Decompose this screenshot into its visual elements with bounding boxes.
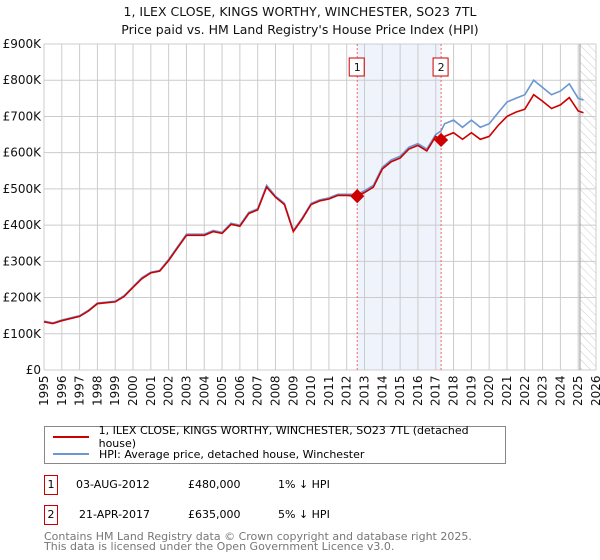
legend-item-property: 1, ILEX CLOSE, KINGS WORTHY, WINCHESTER,… — [53, 424, 505, 450]
x-tick-label: 2014 — [375, 375, 389, 406]
x-tick-label: 2010 — [304, 375, 318, 406]
transaction-date: 21-APR-2017 — [79, 508, 151, 521]
x-tick-label: 2003 — [179, 375, 193, 406]
x-tick-label: 2020 — [482, 375, 496, 406]
footer-line: This data is licensed under the Open Gov… — [44, 540, 395, 553]
x-tick-label: 2008 — [268, 375, 282, 406]
y-tick-label: £600K — [3, 146, 43, 160]
y-tick-label: £100K — [3, 327, 43, 341]
x-tick-label: 1996 — [55, 375, 69, 406]
transaction-price: £635,000 — [188, 508, 241, 521]
legend-label-hpi: HPI: Average price, detached house, Winc… — [99, 447, 365, 461]
legend-swatch-hpi — [53, 453, 89, 455]
legend-swatch-property — [53, 436, 89, 438]
transaction-date: 03-AUG-2012 — [76, 478, 150, 491]
sale-label: 2 — [438, 61, 445, 74]
property-line — [43, 93, 584, 325]
x-tick-label: 2000 — [126, 375, 140, 406]
x-tick-label: 2019 — [464, 375, 478, 406]
chart-title: 1, ILEX CLOSE, KINGS WORTHY, WINCHESTER,… — [123, 4, 477, 19]
x-tick-label: 1998 — [90, 375, 104, 406]
transaction-hpi: 5% ↓ HPI — [278, 508, 330, 521]
x-tick-label: 2009 — [286, 375, 300, 406]
transaction-badge: 1 — [44, 475, 58, 495]
x-tick-label: 2023 — [536, 375, 550, 406]
x-tick-label: 2011 — [322, 375, 336, 406]
x-tick-label: 2015 — [393, 375, 407, 406]
y-tick-label: £900K — [3, 37, 43, 51]
sale-label: 1 — [354, 61, 361, 74]
forecast-hatch — [579, 44, 596, 370]
y-tick-label: £700K — [3, 109, 43, 123]
legend-label-property: 1, ILEX CLOSE, KINGS WORTHY, WINCHESTER,… — [98, 424, 469, 450]
x-tick-label: 2001 — [144, 375, 158, 406]
chart-subtitle: Price paid vs. HM Land Registry's House … — [121, 22, 479, 37]
x-tick-label: 2012 — [340, 375, 354, 406]
x-tick-label: 2002 — [162, 375, 176, 406]
x-tick-label: 2022 — [518, 375, 532, 406]
footer: Contains HM Land Registry data © Crown c… — [44, 530, 472, 553]
transaction-price: £480,000 — [188, 478, 241, 491]
price-chart: 1995 1996 1997 1998 1999 2000 2001 2002 2003 2004… — [3, 37, 600, 406]
x-tick-label: 2025 — [571, 375, 585, 406]
x-tick-label: 1995 — [37, 375, 51, 406]
legend: 1, ILEX CLOSE, KINGS WORTHY, WINCHESTER,… — [44, 424, 506, 464]
x-tick-label: 2005 — [215, 375, 229, 406]
y-tick-label: £500K — [3, 182, 43, 196]
y-tick-label: £200K — [3, 291, 43, 305]
sale-point — [434, 132, 449, 148]
x-tick-label: 2004 — [197, 375, 211, 406]
y-tick-label: £0 — [26, 363, 41, 377]
x-tick-label: 2013 — [358, 375, 372, 406]
x-tick-label: 2021 — [500, 375, 514, 406]
sale-label-box — [432, 57, 449, 77]
y-tick-label: £300K — [3, 254, 43, 268]
x-tick-label: 2024 — [553, 375, 567, 406]
transaction-badge: 2 — [44, 505, 58, 525]
y-tick-label: £400K — [3, 218, 43, 232]
x-tick-label: 2026 — [589, 375, 600, 406]
x-tick-label: 2006 — [233, 375, 247, 406]
x-tick-label: 1997 — [73, 375, 87, 406]
shaded-period — [357, 44, 442, 370]
x-tick-label: 2016 — [411, 375, 425, 406]
footer-line: Contains HM Land Registry data © Crown c… — [44, 530, 472, 543]
x-tick-label: 1999 — [108, 375, 122, 406]
sale-point — [350, 189, 365, 204]
x-tick-label: 2018 — [447, 375, 461, 406]
transaction-hpi: 1% ↓ HPI — [278, 478, 330, 491]
x-tick-label: 2007 — [251, 375, 265, 406]
y-tick-label: £800K — [3, 73, 43, 87]
sale-label-box — [348, 57, 365, 77]
x-tick-label: 2017 — [429, 375, 443, 406]
legend-item-hpi: HPI: Average price, detached house, Winc… — [53, 447, 364, 461]
